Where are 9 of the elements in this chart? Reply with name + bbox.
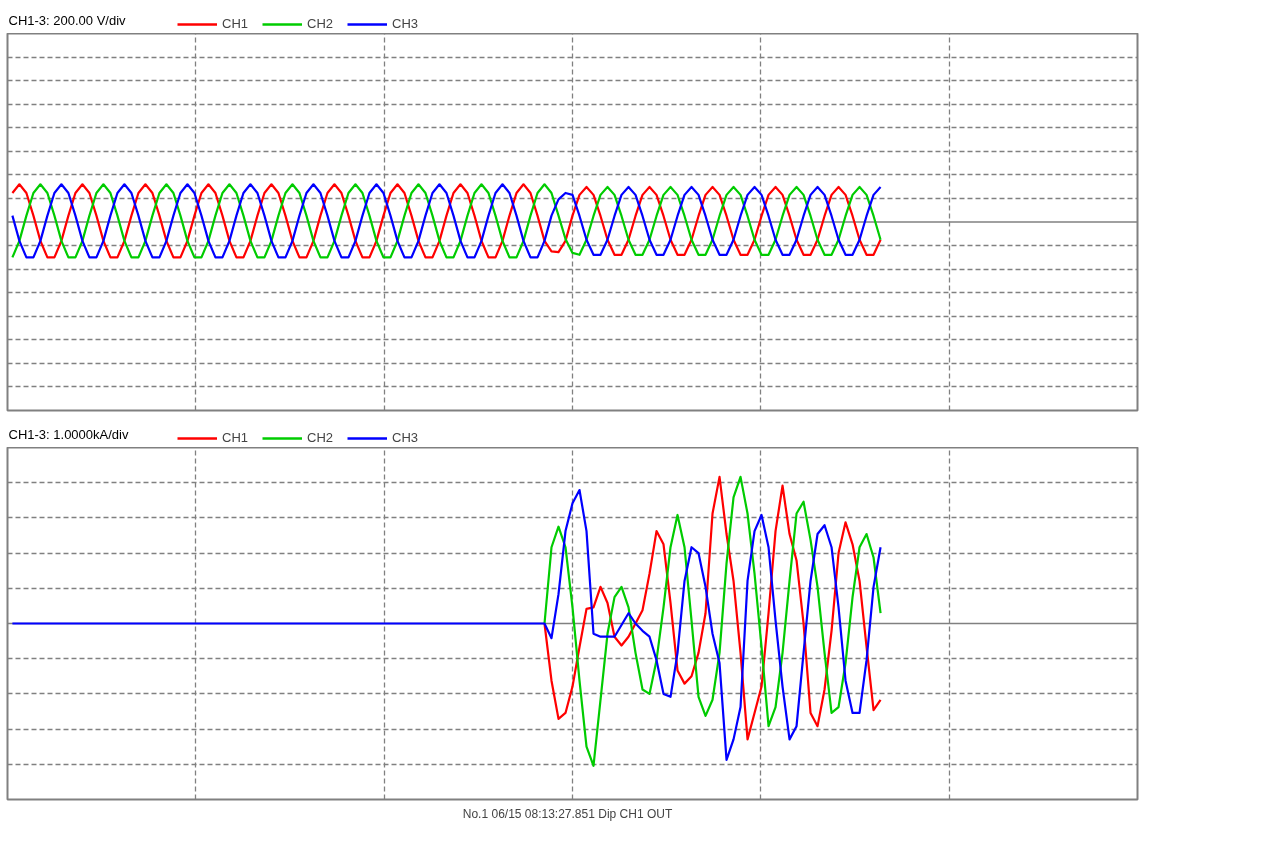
legend-label: CH2 bbox=[307, 430, 334, 445]
legend-label: CH1 bbox=[222, 430, 249, 445]
legend-label: CH2 bbox=[307, 16, 334, 31]
text: No.1 06/15 08:13:27.851 Dip CH1 OUT bbox=[462, 806, 673, 821]
legend-label: CH3 bbox=[392, 430, 419, 445]
chart-title: CH1-3: 1.0000kA/div bbox=[8, 426, 129, 442]
legend-label: CH1 bbox=[222, 16, 249, 31]
legend-label: CH3 bbox=[392, 16, 419, 31]
chart-title: CH1-3: 200.00 V/div bbox=[8, 12, 127, 28]
